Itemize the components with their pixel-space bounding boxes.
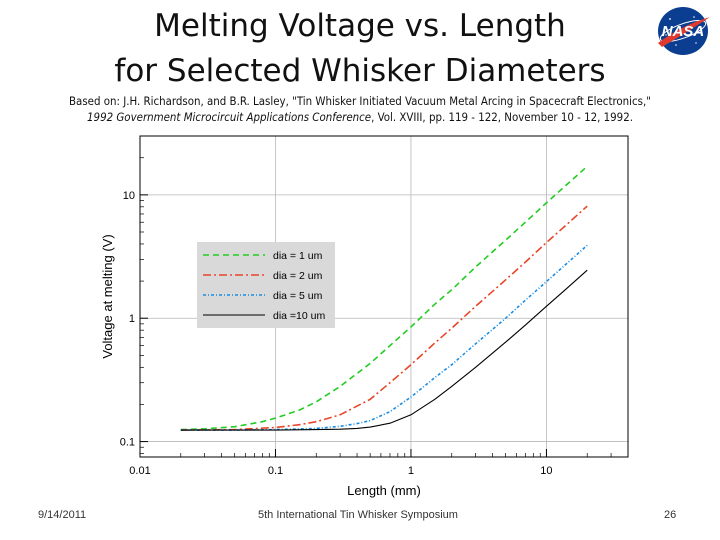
citation-details: , Vol. XVIII, pp. 119 - 122, November 10… xyxy=(371,110,633,124)
citation-line2: 1992 Government Microcircuit Application… xyxy=(10,109,710,125)
y-tick-label: 1 xyxy=(129,313,135,325)
legend-label-4: dia =10 um xyxy=(273,310,325,322)
footer-event: 5th International Tin Whisker Symposium xyxy=(258,509,458,521)
series-line-3 xyxy=(180,244,588,431)
legend-label-3: dia = 5 um xyxy=(273,290,323,302)
footer-page-number: 26 xyxy=(664,509,677,521)
slide-title-line1: Melting Voltage vs. Length xyxy=(154,8,566,44)
x-tick-label: 0.1 xyxy=(268,465,283,477)
nasa-logo: NASA xyxy=(658,7,710,55)
legend-label-1: dia = 1 um xyxy=(273,250,323,262)
y-tick-label: 0.1 xyxy=(120,437,135,449)
series-line-1 xyxy=(180,165,588,431)
citation-conference: 1992 Government Microcircuit Application… xyxy=(87,110,372,124)
plot-frame xyxy=(139,135,629,458)
slide-title-line2: for Selected Whisker Diameters xyxy=(114,53,606,89)
y-axis-label: Voltage at melting (V) xyxy=(100,234,115,358)
nasa-logo-text: NASA xyxy=(662,23,705,40)
citation-line1: Based on: J.H. Richardson, and B.R. Lasl… xyxy=(69,94,651,108)
x-axis-label: Length (mm) xyxy=(347,483,421,498)
melting-voltage-chart: 0.01 0.1 1 10 0.1 1 10 Length (mm) Voltage at me… xyxy=(100,135,629,498)
legend-box xyxy=(197,242,335,328)
slide-title: Melting Voltage vs. Length for Selected … xyxy=(60,4,660,94)
legend-label-2: dia = 2 um xyxy=(273,270,323,282)
series-line-4 xyxy=(180,269,588,431)
series-line-2 xyxy=(180,205,588,431)
x-tick-label: 1 xyxy=(408,465,414,477)
y-tick-label: 10 xyxy=(123,190,135,202)
x-tick-label: 10 xyxy=(540,465,552,477)
citation: Based on: J.H. Richardson, and B.R. Lasl… xyxy=(10,93,710,125)
footer-date: 9/14/2011 xyxy=(38,509,87,521)
x-tick-label: 0.01 xyxy=(129,465,150,477)
